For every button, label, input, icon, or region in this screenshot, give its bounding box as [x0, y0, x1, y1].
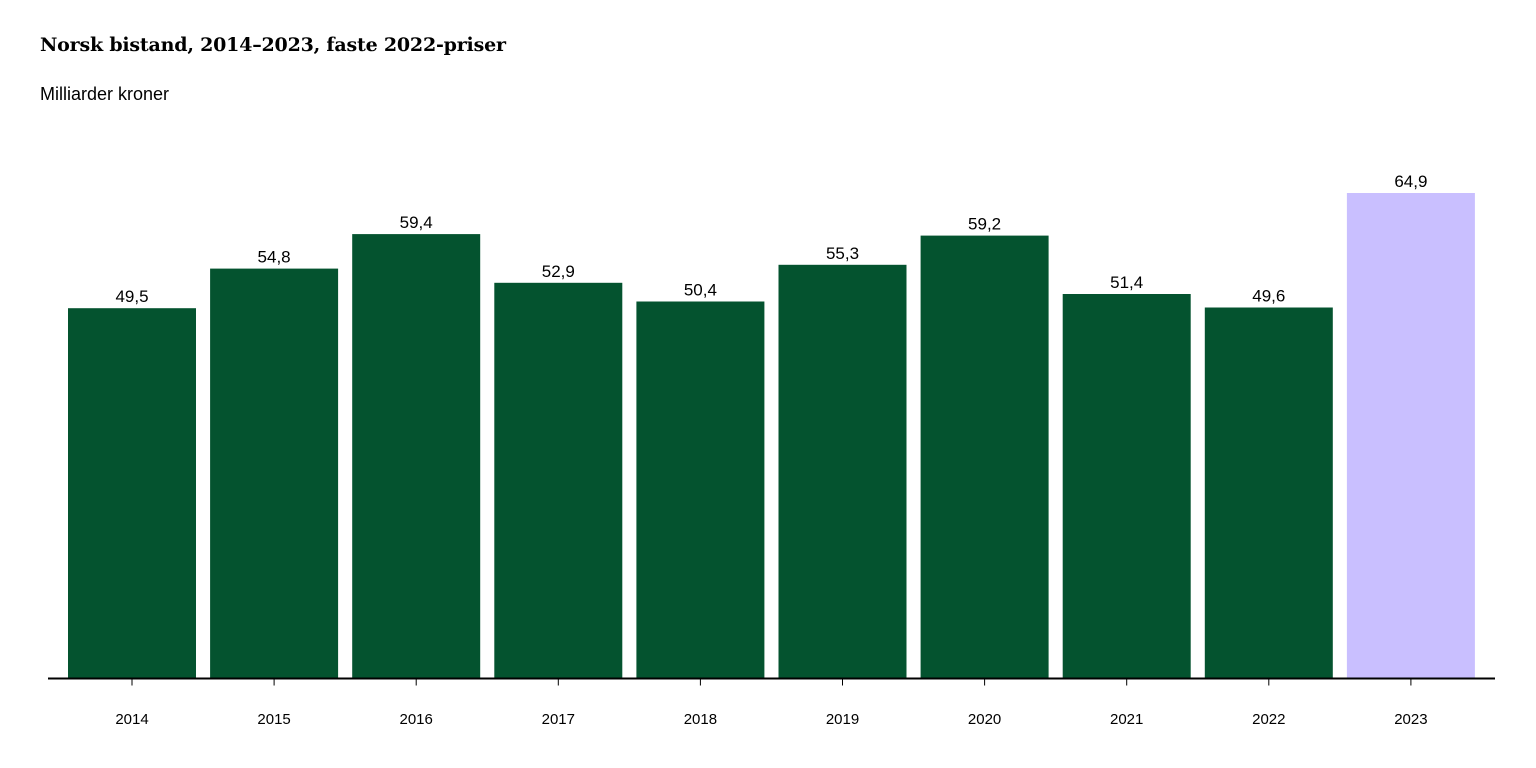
value-label-2018: 50,4 [684, 281, 717, 300]
x-tick-label-2017: 2017 [542, 711, 575, 728]
bar-2016 [352, 234, 481, 679]
bar-2017 [494, 282, 623, 679]
x-tick-label-2019: 2019 [826, 711, 859, 728]
bar-2015 [210, 268, 339, 679]
bar-2020 [920, 235, 1049, 679]
value-label-2023: 64,9 [1394, 172, 1427, 191]
value-label-2014: 49,5 [115, 287, 148, 306]
value-label-2020: 59,2 [968, 215, 1001, 234]
x-tick-label-2021: 2021 [1110, 711, 1143, 728]
value-label-2016: 59,4 [400, 213, 433, 232]
bar-2019 [778, 264, 907, 679]
value-label-2022: 49,6 [1252, 287, 1285, 306]
x-tick-label-2015: 2015 [257, 711, 290, 728]
value-label-2015: 54,8 [258, 248, 291, 267]
value-label-2021: 51,4 [1110, 273, 1143, 292]
chart-subtitle: Milliarder kroner [40, 84, 170, 104]
x-tick-label-2016: 2016 [400, 711, 433, 728]
value-label-2017: 52,9 [542, 262, 575, 281]
bars-group [68, 193, 1475, 679]
x-tick-label-2020: 2020 [968, 711, 1001, 728]
x-axis: 2014 2015 2016 2017 2018 2019 2020 2021 2022 2023 [48, 677, 1495, 728]
x-tick-label-2022: 2022 [1252, 711, 1285, 728]
x-tick-label-2014: 2014 [115, 711, 148, 728]
x-tick-label-2023: 2023 [1394, 711, 1427, 728]
bar-2018 [636, 301, 765, 679]
value-labels-group: 49,5 54,8 59,4 52,9 50,4 55,3 59,2 51,4 49,6 64,9 [115, 172, 1427, 306]
x-tick-label-2018: 2018 [684, 711, 717, 728]
bar-2014 [68, 308, 196, 679]
bar-2022 [1204, 307, 1333, 679]
bar-2023 [1346, 193, 1475, 679]
value-label-2019: 55,3 [826, 244, 859, 263]
chart-title: Norsk bistand, 2014–2023, faste 2022-pri… [40, 34, 506, 56]
bar-2021 [1062, 294, 1191, 679]
